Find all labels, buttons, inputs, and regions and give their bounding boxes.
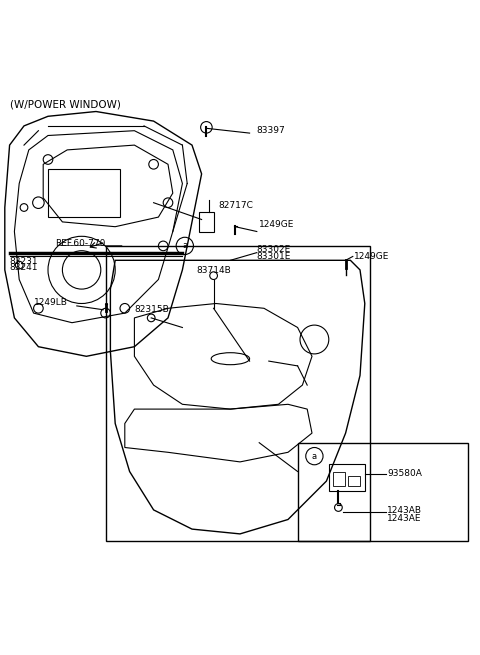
Text: 1249GE: 1249GE xyxy=(354,252,390,261)
Text: 1249LB: 1249LB xyxy=(34,297,68,307)
Bar xyxy=(48,169,120,217)
Text: 1243AE: 1243AE xyxy=(387,514,422,523)
Text: 1249GE: 1249GE xyxy=(259,220,295,229)
Text: 82717C: 82717C xyxy=(218,200,253,210)
Text: REF.60-770: REF.60-770 xyxy=(55,239,106,248)
Bar xyxy=(106,246,370,541)
Text: 83302E: 83302E xyxy=(257,245,291,254)
Text: 1243AB: 1243AB xyxy=(387,506,422,515)
Text: 83231: 83231 xyxy=(10,257,38,266)
Bar xyxy=(333,472,345,486)
Text: 83301E: 83301E xyxy=(257,252,291,261)
Text: 83241: 83241 xyxy=(10,263,38,272)
Text: 83397: 83397 xyxy=(257,126,286,135)
Bar xyxy=(298,443,468,541)
Text: 82315B: 82315B xyxy=(134,305,169,314)
Text: (W/POWER WINDOW): (W/POWER WINDOW) xyxy=(10,100,120,109)
Text: 83714B: 83714B xyxy=(197,267,231,275)
Text: 93580A: 93580A xyxy=(387,470,422,478)
Bar xyxy=(348,476,360,486)
Text: a: a xyxy=(182,242,187,250)
Text: a: a xyxy=(312,452,317,460)
Bar xyxy=(329,464,365,491)
